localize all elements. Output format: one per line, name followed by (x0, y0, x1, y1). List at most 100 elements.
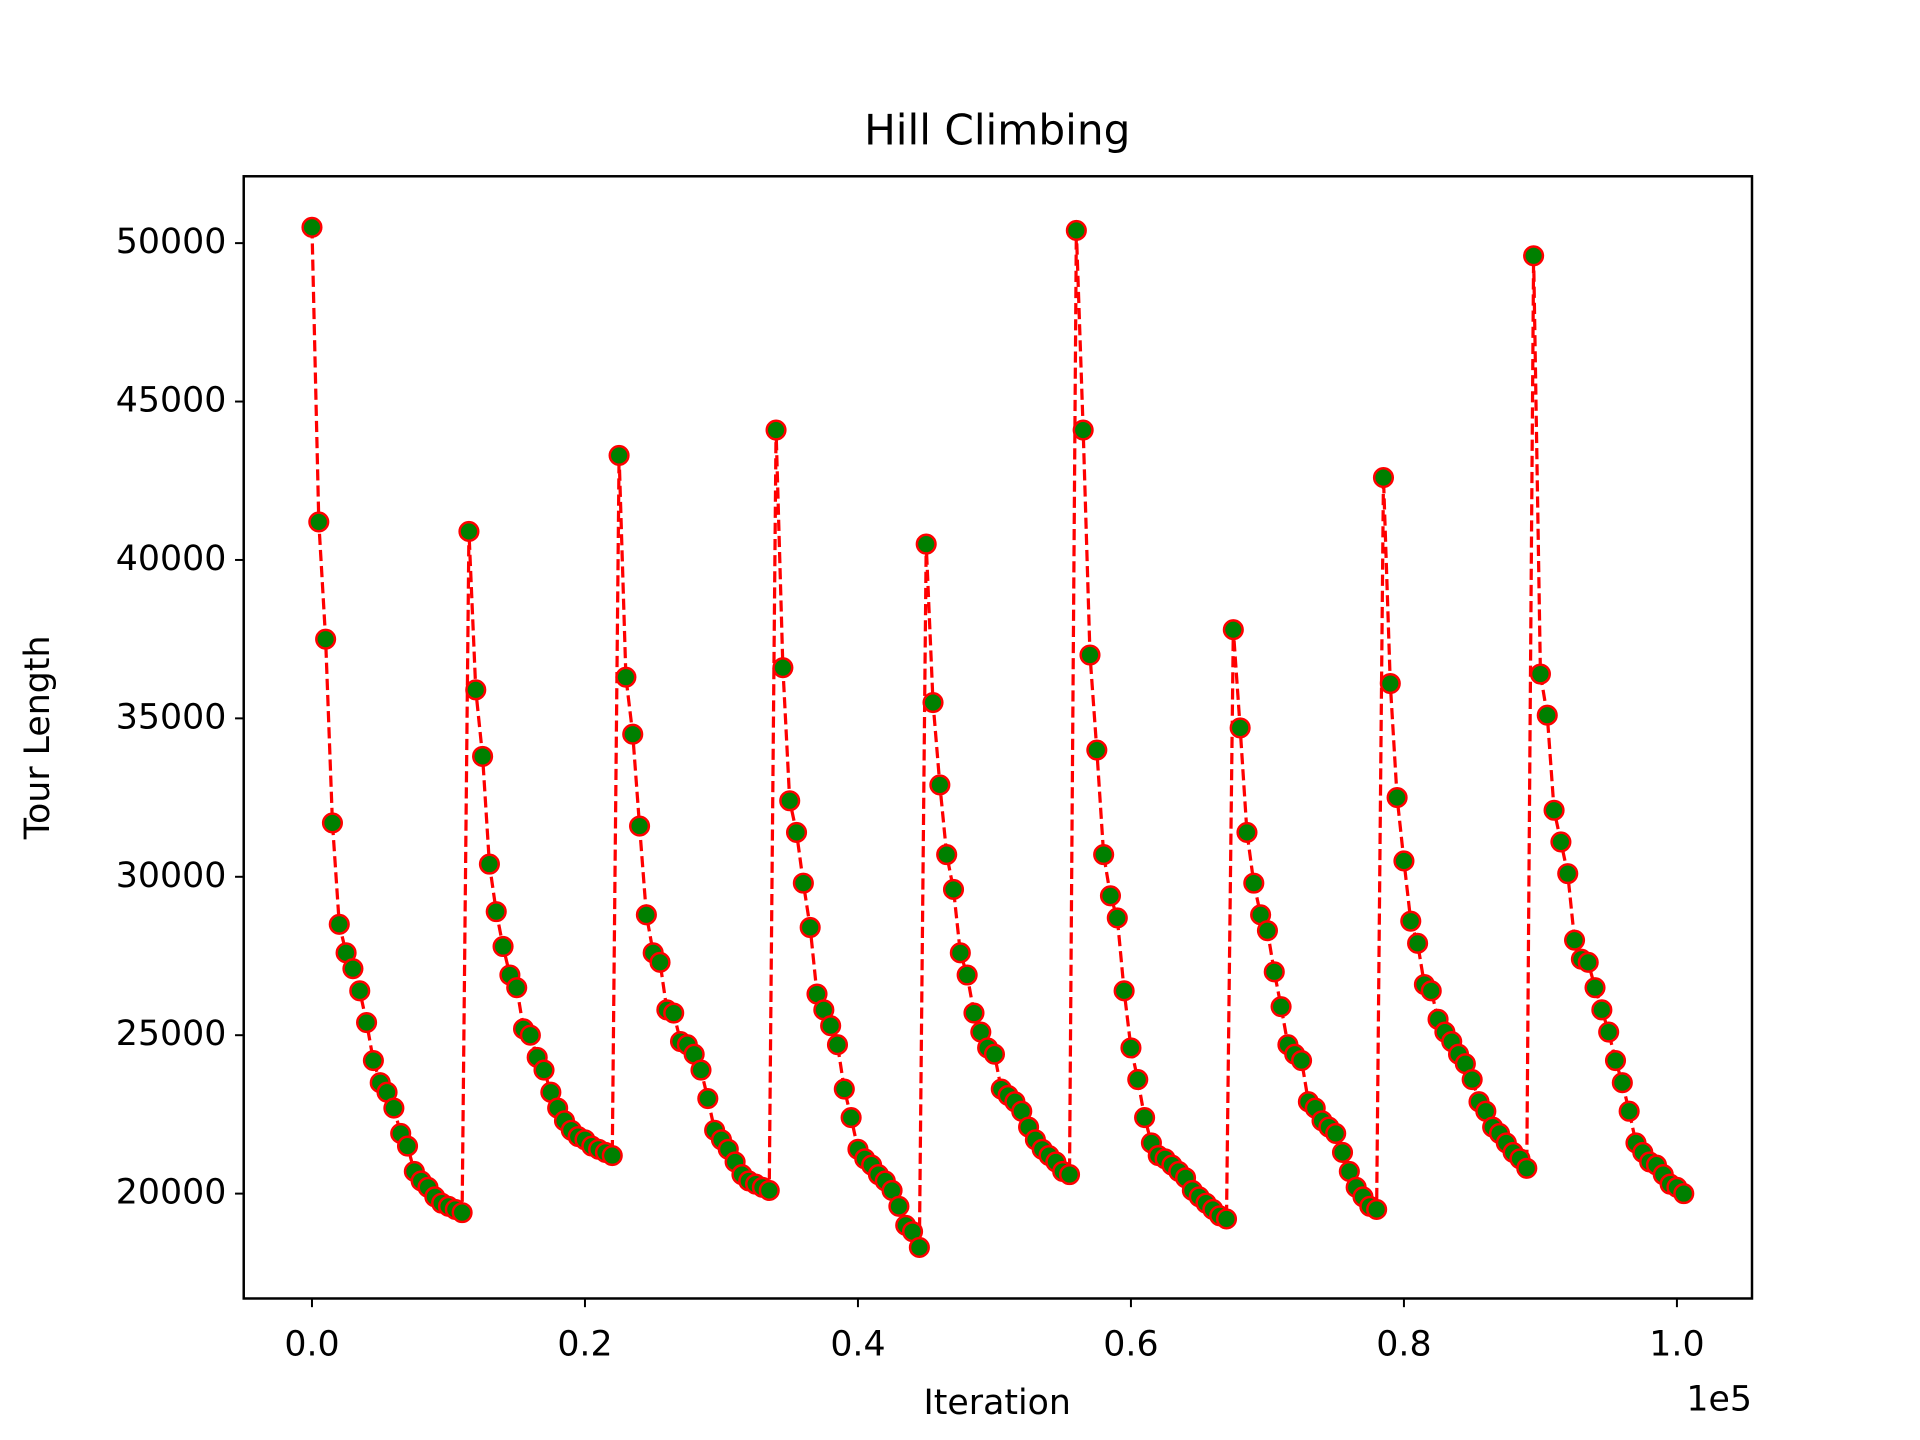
marker (690, 1059, 712, 1081)
y-axis-label: Tour Length (18, 635, 58, 840)
marker (451, 1202, 473, 1224)
marker (1523, 245, 1545, 267)
marker (1591, 999, 1613, 1021)
marker (697, 1088, 719, 1110)
y-tick-label: 45000 (116, 381, 227, 421)
marker (635, 904, 657, 926)
marker (1386, 787, 1408, 809)
marker (533, 1059, 555, 1081)
marker (1400, 910, 1422, 932)
marker (833, 1078, 855, 1100)
marker (629, 815, 651, 837)
marker (478, 853, 500, 875)
marker (820, 1015, 842, 1037)
y-tick-label: 20000 (116, 1173, 227, 1213)
marker (622, 723, 644, 745)
marker (1331, 1141, 1354, 1163)
marker (779, 790, 801, 812)
marker (1543, 799, 1565, 821)
marker (1420, 980, 1442, 1002)
marker (615, 666, 637, 688)
marker (1291, 1049, 1313, 1072)
marker (929, 774, 951, 796)
marker (1618, 1100, 1640, 1122)
marker (519, 1024, 541, 1046)
marker (942, 878, 965, 901)
marker (308, 511, 330, 533)
marker (915, 533, 937, 555)
marker (601, 1145, 623, 1167)
marker (608, 444, 630, 466)
chart-title: Hill Climbing (864, 105, 1130, 154)
marker (1106, 907, 1128, 929)
marker (799, 916, 821, 939)
marker (1256, 920, 1278, 942)
marker (1079, 644, 1101, 666)
marker (785, 821, 808, 843)
x-tick-label: 0.0 (284, 1325, 339, 1365)
marker (983, 1043, 1006, 1065)
marker (908, 1236, 930, 1259)
marker (1366, 1198, 1388, 1221)
marker (1372, 467, 1395, 489)
marker (1461, 1069, 1483, 1091)
marker (356, 1011, 378, 1034)
marker (1120, 1037, 1142, 1059)
marker (1093, 844, 1115, 866)
marker (1229, 717, 1251, 739)
marker (1379, 672, 1401, 695)
marker (1072, 419, 1094, 441)
x-tick-label: 0.8 (1376, 1325, 1431, 1365)
y-tick-label: 25000 (116, 1014, 227, 1054)
marker (485, 901, 507, 923)
plot-frame (242, 175, 1754, 1300)
marker (1270, 996, 1292, 1018)
marker (826, 1034, 849, 1056)
marker (649, 951, 671, 973)
marker (1577, 951, 1599, 973)
marker (772, 657, 794, 679)
marker (949, 942, 971, 964)
marker (663, 1002, 685, 1024)
marker (1557, 863, 1579, 885)
marker (1134, 1107, 1156, 1129)
marker (315, 628, 337, 650)
marker (349, 980, 371, 1002)
marker (1393, 850, 1415, 872)
y-tick-label: 35000 (116, 697, 227, 737)
x-offset-label: 1e5 (1686, 1379, 1752, 1419)
x-axis-label: Iteration (924, 1383, 1071, 1423)
marker (1584, 977, 1606, 999)
marker (1550, 831, 1572, 853)
marker (362, 1049, 384, 1072)
marker (1673, 1183, 1695, 1205)
marker (301, 216, 323, 238)
marker (963, 1002, 985, 1024)
marker (342, 958, 364, 980)
y-tick-label: 40000 (116, 539, 227, 579)
marker (458, 520, 480, 542)
marker (1086, 739, 1108, 761)
marker (328, 913, 350, 935)
marker (1236, 821, 1258, 843)
x-tick-label: 1.0 (1649, 1325, 1704, 1365)
marker (1564, 929, 1586, 951)
marker (1529, 663, 1551, 685)
marker (1099, 885, 1122, 907)
marker (758, 1179, 780, 1201)
x-tick-label: 0.2 (557, 1325, 612, 1365)
marker (936, 844, 958, 866)
marker (383, 1097, 405, 1119)
marker (1516, 1157, 1538, 1179)
marker (1222, 619, 1244, 641)
marker (956, 964, 978, 986)
marker (888, 1195, 910, 1217)
marker (1215, 1208, 1238, 1230)
marker (1263, 961, 1285, 983)
marker (1407, 932, 1429, 954)
marker (840, 1107, 862, 1129)
marker (1058, 1164, 1081, 1186)
marker (492, 935, 514, 958)
marker (1127, 1069, 1149, 1091)
